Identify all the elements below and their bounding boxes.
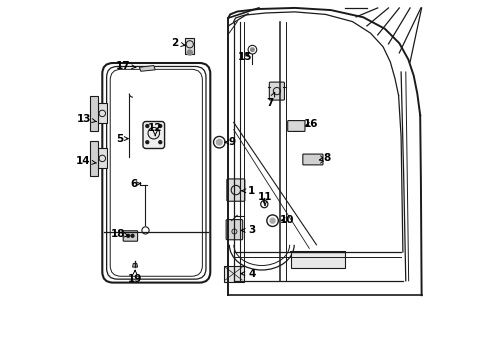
Text: 6: 6: [130, 179, 140, 189]
Text: 18: 18: [110, 229, 128, 239]
FancyBboxPatch shape: [142, 122, 164, 148]
Bar: [185, 38, 194, 54]
FancyBboxPatch shape: [302, 154, 322, 165]
Text: 13: 13: [76, 114, 96, 124]
Circle shape: [131, 234, 134, 237]
Bar: [90, 141, 98, 176]
Bar: [90, 96, 98, 131]
Polygon shape: [223, 266, 244, 282]
FancyBboxPatch shape: [226, 179, 244, 201]
Circle shape: [187, 50, 192, 55]
Text: 8: 8: [319, 153, 330, 163]
Circle shape: [269, 218, 275, 223]
Text: 19: 19: [127, 270, 142, 284]
FancyBboxPatch shape: [123, 231, 137, 241]
Text: 4: 4: [241, 269, 255, 279]
Text: 7: 7: [265, 92, 274, 108]
Circle shape: [159, 141, 162, 144]
Circle shape: [145, 125, 148, 127]
Text: 3: 3: [241, 225, 255, 235]
Text: 2: 2: [170, 38, 184, 48]
Polygon shape: [132, 264, 137, 267]
Bar: [98, 148, 107, 168]
Text: 11: 11: [257, 192, 272, 205]
FancyBboxPatch shape: [269, 82, 284, 100]
Circle shape: [145, 141, 148, 144]
Circle shape: [250, 48, 254, 51]
FancyBboxPatch shape: [287, 121, 305, 131]
Text: 14: 14: [76, 156, 96, 166]
FancyBboxPatch shape: [225, 220, 242, 240]
Text: 15: 15: [238, 52, 252, 62]
Text: 16: 16: [303, 119, 318, 129]
Text: 17: 17: [115, 61, 136, 71]
Text: 1: 1: [242, 186, 255, 196]
Text: 5: 5: [117, 134, 128, 144]
Text: 10: 10: [279, 215, 294, 225]
Bar: [98, 103, 107, 123]
Circle shape: [216, 139, 222, 145]
Polygon shape: [139, 66, 155, 71]
Circle shape: [126, 234, 129, 237]
Bar: [291, 252, 345, 268]
Circle shape: [159, 125, 162, 127]
Text: 12: 12: [148, 123, 162, 136]
Text: 9: 9: [224, 137, 235, 147]
